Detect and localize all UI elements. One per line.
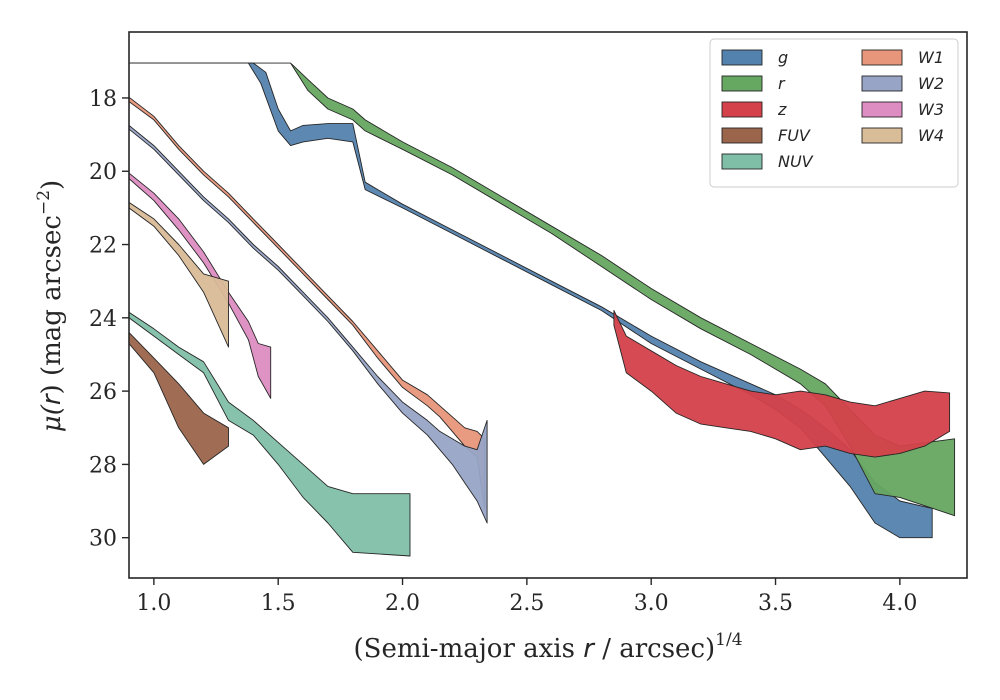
x-tick-label: 4.0: [882, 591, 917, 616]
band-nuv: [129, 311, 411, 557]
legend-swatch-r: [721, 75, 763, 92]
legend-swatch-fuv: [721, 127, 763, 144]
legend-swatch-w2: [861, 75, 903, 92]
legend-label-w1: W1: [918, 48, 944, 67]
legend-label-w2: W2: [918, 74, 944, 93]
legend-swatch-w4: [861, 127, 903, 144]
y-tick-label: 26: [89, 380, 117, 405]
band-fuv: [129, 332, 229, 465]
plot-area: [129, 62, 956, 557]
legend-swatch-z: [721, 101, 763, 118]
legend-swatch-w1: [861, 49, 903, 66]
x-tick-label: 1.0: [136, 591, 171, 616]
legend-label-w4: W4: [918, 126, 944, 145]
band-w2: [129, 124, 488, 524]
x-tick-label: 2.5: [509, 591, 544, 616]
legend-swatch-nuv: [721, 153, 763, 170]
x-axis: 1.0 1.5 2.0 2.5 3.0 3.5 4.0: [136, 578, 917, 616]
x-axis-label: (Semi-major axis r / arcsec)1/4: [353, 630, 742, 664]
band-g: [129, 62, 933, 539]
y-tick-label: 20: [89, 160, 117, 185]
plot-frame: [128, 31, 968, 579]
legend: grz FUV NUV W1 W2 W3 W4: [709, 38, 959, 188]
y-tick-label: 22: [89, 234, 117, 259]
legend-label-w3: W3: [918, 100, 944, 119]
legend-label-g: g: [778, 48, 788, 67]
band-w4: [129, 201, 229, 348]
legend-swatch-g: [721, 49, 763, 66]
x-tick-label: 3.0: [634, 591, 669, 616]
band-z: [613, 310, 951, 458]
x-tick-label: 3.5: [758, 591, 793, 616]
legend-label-nuv: NUV: [778, 152, 814, 171]
y-tick-label: 30: [89, 527, 117, 552]
band-r: [129, 62, 956, 517]
y-tick-label: 18: [89, 87, 117, 112]
legend-label-fuv: FUV: [778, 126, 811, 145]
x-tick-label: 1.5: [261, 591, 296, 616]
band-w3: [129, 172, 272, 399]
x-tick-label: 2.0: [385, 591, 420, 616]
y-tick-label: 28: [89, 453, 117, 478]
legend-swatch-w3: [861, 101, 903, 118]
y-axis: 18 20 22 24 26 28 30: [89, 87, 129, 552]
y-axis-label: μ(r) (mag arcsec−2): [34, 180, 67, 432]
y-tick-label: 24: [89, 307, 117, 332]
legend-label-r: r: [778, 74, 786, 93]
legend-label-z: z: [777, 100, 787, 119]
